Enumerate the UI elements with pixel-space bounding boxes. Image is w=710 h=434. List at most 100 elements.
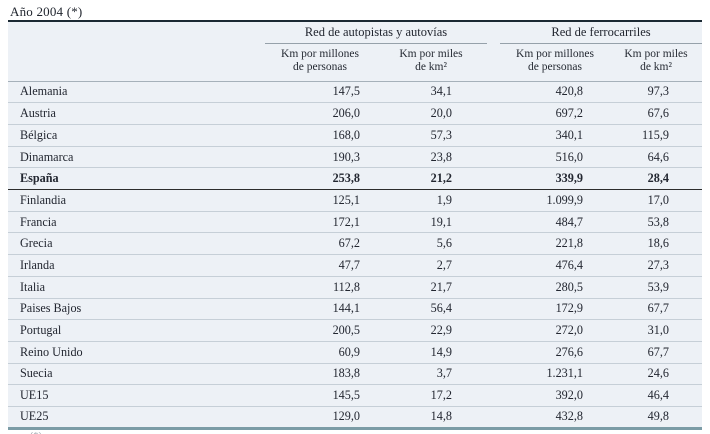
value-cell: 147,5 — [265, 81, 375, 104]
table-header: Red de autopistas y autovías Red de ferr… — [8, 21, 702, 82]
value-cell: 272,0 — [500, 319, 610, 342]
table-row-total-ue25: UE25 129,0 14,8 432,8 49,8 — [8, 405, 702, 429]
value-cell: 476,4 — [500, 254, 610, 277]
country-name: Reino Unido — [8, 341, 265, 364]
country-name: UE15 — [8, 384, 265, 407]
value-cell: 20,0 — [375, 102, 487, 125]
value-cell: 392,0 — [500, 384, 610, 407]
table-row: Italia 112,8 21,7 280,5 53,9 — [8, 276, 702, 299]
table-row: Irlanda 47,7 2,7 476,4 27,3 — [8, 254, 702, 277]
value-cell: 67,2 — [265, 232, 375, 256]
country-name: Austria — [8, 102, 265, 125]
value-cell: 129,0 — [265, 405, 375, 429]
value-cell: 67,7 — [610, 341, 702, 364]
value-cell: 22,9 — [375, 319, 487, 342]
value-cell: 339,9 — [500, 167, 610, 191]
value-cell: 21,2 — [375, 167, 487, 191]
value-cell: 19,1 — [375, 211, 487, 234]
country-column-header — [8, 21, 265, 43]
value-cell: 23,8 — [375, 146, 487, 169]
table-row: Paises Bajos 144,1 56,4 172,9 67,7 — [8, 298, 702, 321]
value-cell: 5,6 — [375, 232, 487, 256]
table-row: Suecia 183,8 3,7 1.231,1 24,6 — [8, 363, 702, 386]
value-cell: 280,5 — [500, 276, 610, 299]
value-cell: 115,9 — [610, 124, 702, 147]
group-header-ferrocarriles: Red de ferrocarriles — [500, 21, 702, 44]
country-name: Portugal — [8, 319, 265, 342]
value-cell: 53,9 — [610, 276, 702, 299]
value-cell: 17,0 — [610, 189, 702, 212]
country-name: Grecia — [8, 232, 265, 256]
value-cell: 14,8 — [375, 405, 487, 429]
value-cell: 1,9 — [375, 189, 487, 212]
value-cell: 144,1 — [265, 298, 375, 321]
subheader-km-per-area-roads: Km por miles de km² — [375, 43, 487, 82]
value-cell: 28,4 — [610, 167, 702, 191]
value-cell: 56,4 — [375, 298, 487, 321]
subheader-km-per-million-rail: Km por millones de personas — [500, 43, 610, 82]
value-cell: 420,8 — [500, 81, 610, 104]
subheader-row: Km por millones de personas Km por miles… — [8, 43, 702, 82]
value-cell: 60,9 — [265, 341, 375, 364]
value-cell: 53,8 — [610, 211, 702, 234]
table-row: Reino Unido 60,9 14,9 276,6 67,7 — [8, 341, 702, 364]
table-row: Finlandia 125,1 1,9 1.099,9 17,0 — [8, 189, 702, 212]
page-title: Año 2004 (*) — [10, 4, 83, 19]
table-row: Austria 206,0 20,0 697,2 67,6 — [8, 102, 702, 125]
country-name: Finlandia — [8, 189, 265, 212]
statistics-table: Red de autopistas y autovías Red de ferr… — [8, 20, 702, 430]
group-gap — [487, 43, 500, 82]
value-cell: 340,1 — [500, 124, 610, 147]
country-name: España — [8, 167, 265, 191]
value-cell: 125,1 — [265, 189, 375, 212]
value-cell: 31,0 — [610, 319, 702, 342]
value-cell: 697,2 — [500, 102, 610, 125]
table-body: Alemania 147,5 34,1 420,8 97,3 Austria 2… — [8, 81, 702, 429]
value-cell: 27,3 — [610, 254, 702, 277]
value-cell: 484,7 — [500, 211, 610, 234]
group-header-autopistas: Red de autopistas y autovías — [265, 21, 487, 44]
country-name: Alemania — [8, 81, 265, 104]
value-cell: 34,1 — [375, 81, 487, 104]
value-cell: 21,7 — [375, 276, 487, 299]
value-cell: 206,0 — [265, 102, 375, 125]
value-cell: 183,8 — [265, 363, 375, 386]
subheader-km-per-area-rail: Km por miles de km² — [610, 43, 702, 82]
value-cell: 24,6 — [610, 363, 702, 386]
country-name: Dinamarca — [8, 146, 265, 169]
value-cell: 145,5 — [265, 384, 375, 407]
table-row: Francia 172,1 19,1 484,7 53,8 — [8, 211, 702, 234]
value-cell: 221,8 — [500, 232, 610, 256]
value-cell: 47,7 — [265, 254, 375, 277]
table-row-total-ue15: UE15 145,5 17,2 392,0 46,4 — [8, 384, 702, 407]
table-row: Grecia 67,2 5,6 221,8 18,6 — [8, 232, 702, 256]
value-cell: 3,7 — [375, 363, 487, 386]
value-cell: 190,3 — [265, 146, 375, 169]
country-name: UE25 — [8, 405, 265, 429]
group-header-row: Red de autopistas y autovías Red de ferr… — [8, 21, 702, 44]
value-cell: 17,2 — [375, 384, 487, 407]
table-row: Bélgica 168,0 57,3 340,1 115,9 — [8, 124, 702, 147]
value-cell: 46,4 — [610, 384, 702, 407]
value-cell: 200,5 — [265, 319, 375, 342]
subheader-km-per-million-roads: Km por millones de personas — [265, 43, 375, 82]
value-cell: 1.231,1 — [500, 363, 610, 386]
value-cell: 49,8 — [610, 405, 702, 429]
value-cell: 276,6 — [500, 341, 610, 364]
country-name: Italia — [8, 276, 265, 299]
country-name: Francia — [8, 211, 265, 234]
value-cell: 112,8 — [265, 276, 375, 299]
value-cell: 57,3 — [375, 124, 487, 147]
country-name: Paises Bajos — [8, 298, 265, 321]
value-cell: 172,9 — [500, 298, 610, 321]
value-cell: 1.099,9 — [500, 189, 610, 212]
country-name: Irlanda — [8, 254, 265, 277]
country-name: Suecia — [8, 363, 265, 386]
country-name: Bélgica — [8, 124, 265, 147]
group-gap — [487, 21, 500, 43]
footnote-clipped: (*) — [8, 432, 702, 434]
country-subheader — [8, 43, 265, 82]
value-cell: 18,6 — [610, 232, 702, 256]
value-cell: 67,7 — [610, 298, 702, 321]
